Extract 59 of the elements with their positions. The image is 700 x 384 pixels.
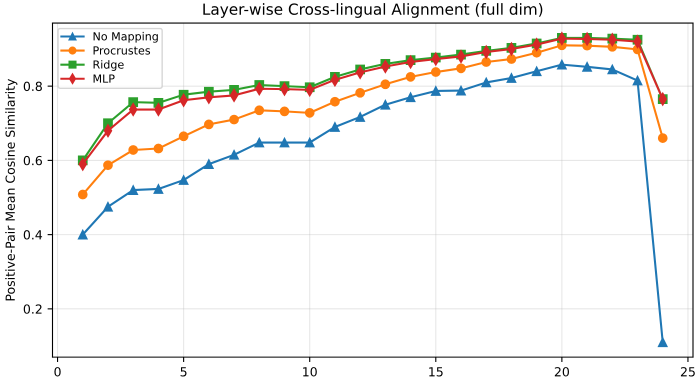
point <box>481 57 492 67</box>
y-axis-title: Positive-Pair Mean Cosine Similarity <box>5 78 18 300</box>
point <box>632 76 642 86</box>
point <box>456 63 466 74</box>
x-tick-label: 0 <box>54 367 61 377</box>
point <box>481 78 492 88</box>
point <box>582 62 592 72</box>
point <box>430 86 441 96</box>
point <box>355 112 366 122</box>
point <box>380 100 390 110</box>
point <box>103 202 113 212</box>
y-tick-label: 0.6 <box>24 156 42 166</box>
point <box>406 92 416 102</box>
point <box>532 66 542 76</box>
point <box>103 160 113 170</box>
chart-title: Layer-wise Cross-lingual Alignment (full dim) <box>203 3 542 18</box>
point <box>456 86 466 96</box>
legend-label: No Mapping <box>94 32 158 43</box>
x-tick-label: 5 <box>180 367 187 377</box>
point <box>128 185 138 195</box>
x-tick-label: 25 <box>680 367 695 377</box>
point <box>204 120 214 130</box>
y-tick-label: 0.2 <box>24 304 42 314</box>
legend-label: Ridge <box>94 60 124 71</box>
point <box>557 60 567 70</box>
point <box>128 145 138 155</box>
point <box>254 105 264 116</box>
point <box>229 114 239 124</box>
point <box>506 73 516 83</box>
point <box>78 230 88 240</box>
y-tick-label: 0.4 <box>24 230 42 240</box>
point <box>330 96 340 107</box>
x-tick-label: 20 <box>554 367 569 377</box>
legend-label: Procrustes <box>94 46 150 55</box>
point <box>280 138 290 148</box>
point <box>330 122 340 132</box>
point <box>229 150 239 160</box>
point <box>406 72 416 82</box>
point <box>355 88 366 98</box>
point <box>178 175 188 185</box>
point <box>658 337 668 348</box>
point <box>78 190 88 200</box>
point <box>254 138 264 148</box>
x-tick-label: 10 <box>303 367 317 377</box>
point <box>154 144 164 154</box>
y-tick-label: 0.8 <box>24 82 42 92</box>
point <box>304 108 315 118</box>
point <box>204 159 214 169</box>
point <box>607 64 618 74</box>
point <box>178 131 188 142</box>
point <box>380 79 390 90</box>
point <box>506 54 516 64</box>
point <box>430 67 441 77</box>
point <box>154 184 164 194</box>
x-tick-label: 15 <box>429 367 443 377</box>
point <box>304 138 315 148</box>
legend-label: MLP <box>94 74 115 83</box>
point <box>658 133 668 143</box>
point <box>280 106 290 116</box>
